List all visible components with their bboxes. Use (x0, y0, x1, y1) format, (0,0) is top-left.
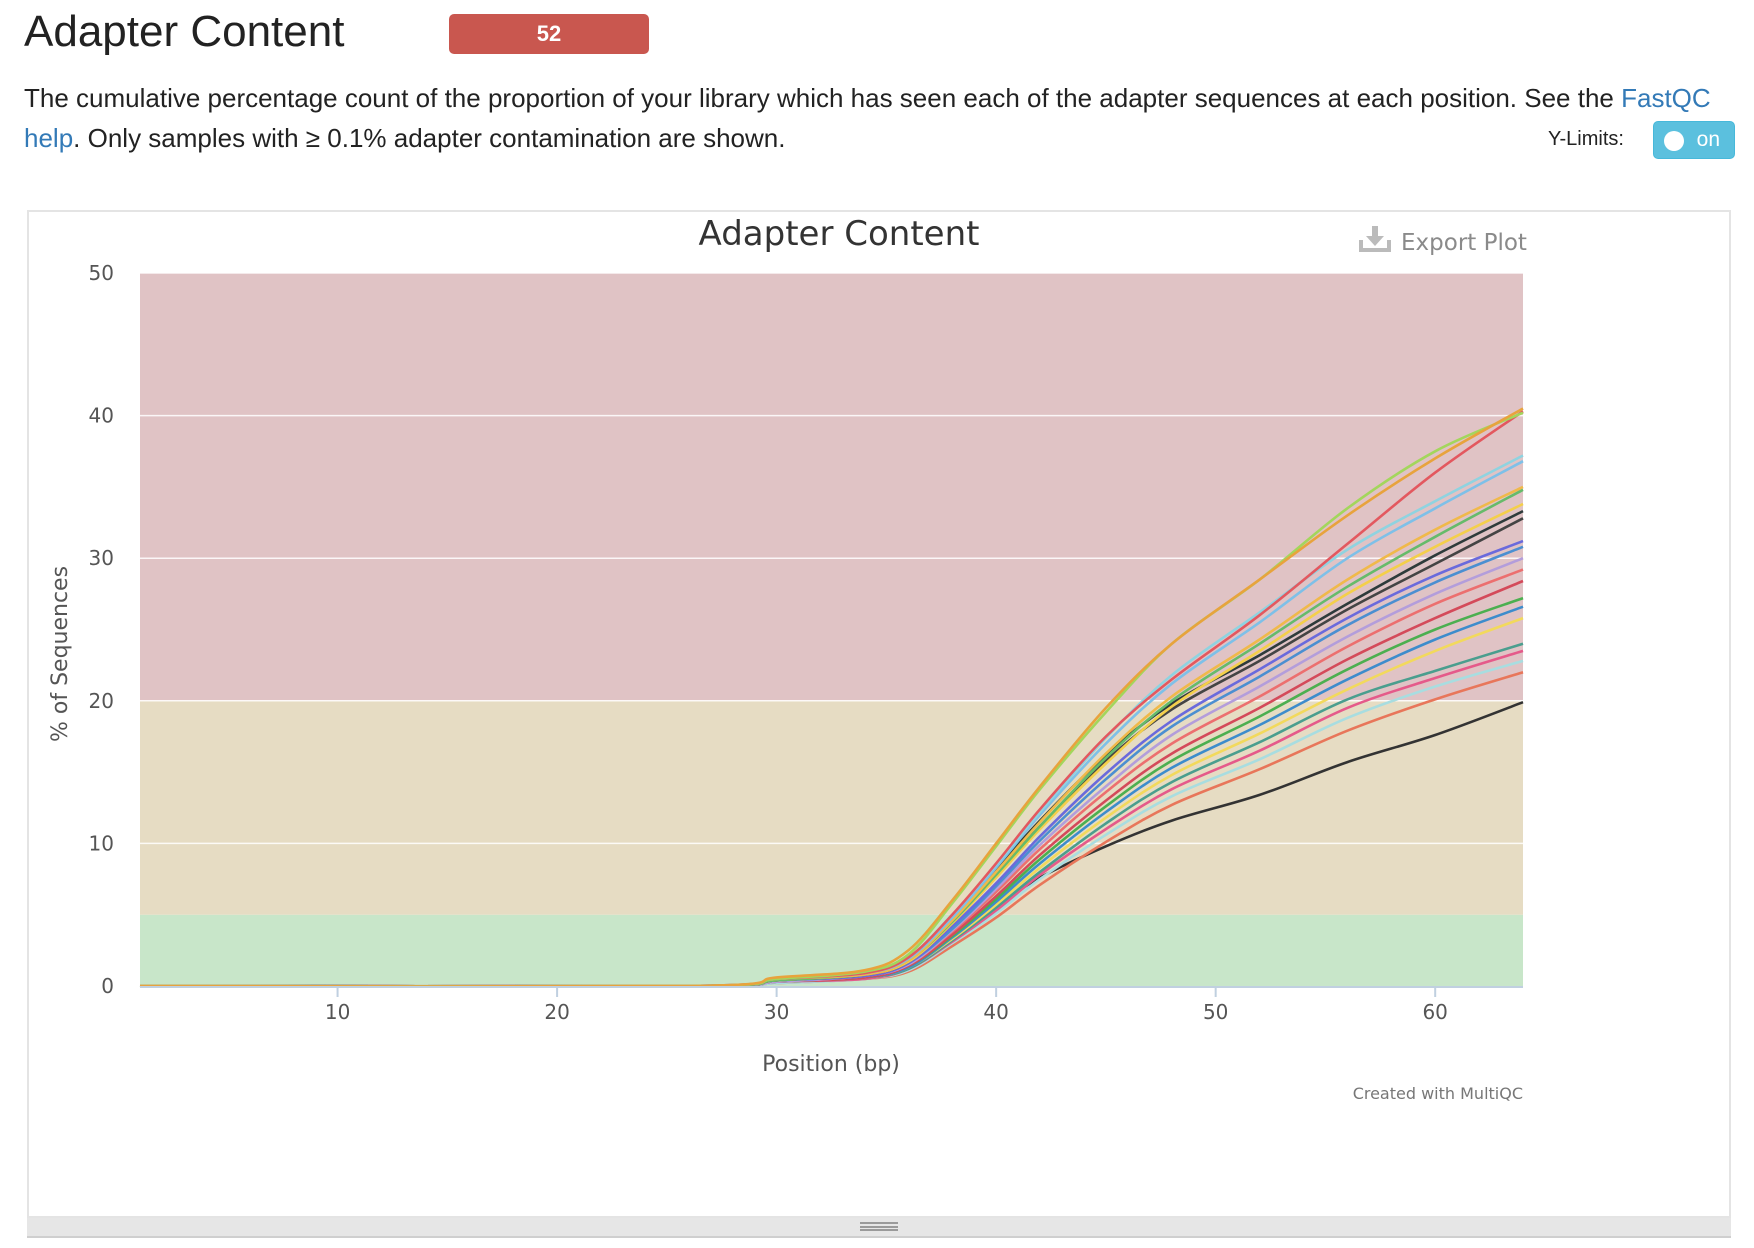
x-tick-label: 10 (325, 1000, 350, 1024)
toggle-state-label: on (1696, 128, 1720, 151)
axes: 10 20 30 40 50 60 0 10 20 30 40 50 (89, 261, 1523, 1024)
y-axis-label: % of Sequences (48, 566, 73, 742)
series-lines (139, 407, 1524, 988)
x-tick-label: 30 (764, 1000, 789, 1024)
y-tick-label: 50 (89, 261, 114, 285)
ylimits-label: Y-Limits: (1548, 128, 1624, 150)
download-icon (1359, 226, 1391, 252)
y-tick-label: 0 (101, 974, 114, 998)
fastqc-help-link[interactable]: FastQC help (24, 83, 1711, 153)
description-text: The cumulative percentage count of the p… (24, 83, 1622, 113)
threshold-bands (140, 273, 1523, 986)
y-tick-label: 40 (89, 404, 114, 428)
ylimits-toggle[interactable]: on (1653, 121, 1735, 159)
page-title: Adapter Content (24, 7, 345, 56)
export-plot-button[interactable]: Export Plot (1359, 226, 1527, 256)
credit-text: Created with MultiQC (1353, 1084, 1523, 1103)
x-axis-label: Position (bp) (762, 1052, 900, 1077)
grid-lines (140, 272, 1523, 845)
threshold-band-1 (140, 700, 1523, 915)
plot-container: 10 20 30 40 50 60 0 10 20 30 40 50 Adapter Content … (27, 210, 1731, 1218)
series-line[interactable] (139, 407, 1524, 988)
x-tick-label: 20 (544, 1000, 569, 1024)
section-description: The cumulative percentage count of the p… (24, 78, 1724, 158)
export-plot-label: Export Plot (1401, 230, 1527, 256)
y-tick-label: 10 (89, 831, 114, 855)
x-tick-label: 60 (1422, 1000, 1447, 1024)
description-text-end: . Only samples with ≥ 0.1% adapter conta… (73, 123, 786, 153)
status-badge: 52 (449, 14, 649, 54)
plot-resize-bar[interactable] (27, 1218, 1731, 1238)
y-tick-label: 20 (89, 689, 114, 713)
x-tick-label: 50 (1203, 1000, 1228, 1024)
resize-handle-icon (860, 1222, 898, 1231)
toggle-knob (1664, 131, 1684, 151)
y-tick-label: 30 (89, 546, 114, 570)
x-tick-label: 40 (983, 1000, 1008, 1024)
chart-title: Adapter Content (699, 214, 980, 254)
